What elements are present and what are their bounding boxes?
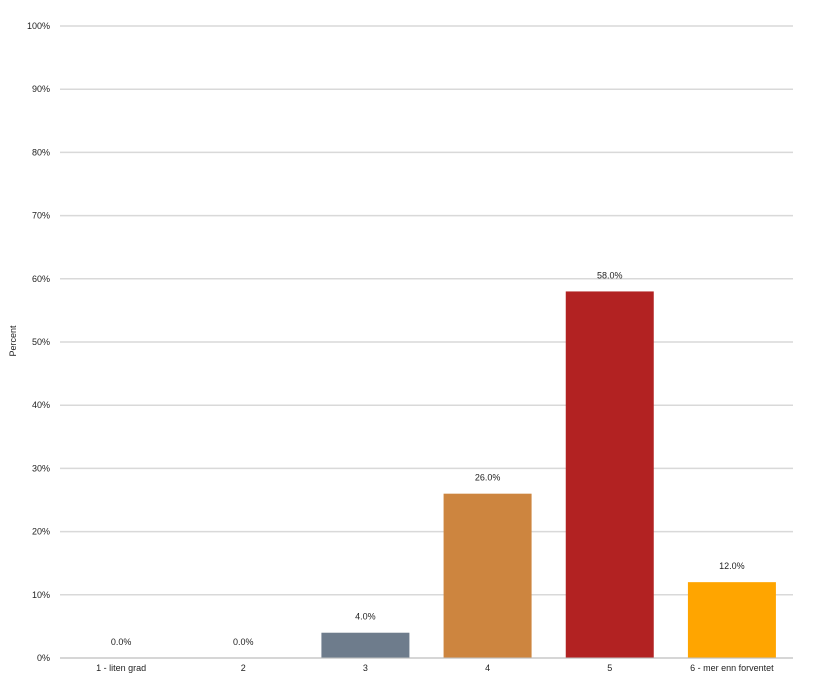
data-label: 12.0% <box>719 561 745 571</box>
data-label: 0.0% <box>111 637 132 647</box>
y-tick-label: 40% <box>32 400 50 410</box>
y-tick-label: 10% <box>32 590 50 600</box>
y-tick-label: 20% <box>32 527 50 537</box>
y-tick-label: 50% <box>32 337 50 347</box>
x-tick-label: 5 <box>607 663 612 673</box>
y-tick-label: 60% <box>32 274 50 284</box>
y-tick-label: 100% <box>27 21 50 31</box>
data-labels: 0.0% 0.0% 4.0% 26.0% 58.0% 12.0% <box>111 270 745 647</box>
data-label: 58.0% <box>597 270 623 280</box>
x-axis-ticks: 1 - liten grad 2 3 4 5 6 - mer enn forventet <box>60 657 793 673</box>
x-tick-label: 4 <box>485 663 490 673</box>
y-tick-label: 80% <box>32 147 50 157</box>
x-tick-label: 1 - liten grad <box>96 663 146 673</box>
bar <box>687 582 776 658</box>
y-tick-label: 30% <box>32 463 50 473</box>
bar <box>565 291 654 658</box>
y-tick-label: 90% <box>32 84 50 94</box>
bar <box>321 632 410 658</box>
y-tick-label: 70% <box>32 211 50 221</box>
y-axis-label: Percent <box>8 325 18 357</box>
data-label: 4.0% <box>355 612 376 622</box>
y-axis-ticks: 0% 10% 20% 30% 40% 50% 60% 70% 80% 90% 100% <box>27 21 50 663</box>
y-tick-label: 0% <box>37 653 50 663</box>
data-label: 26.0% <box>475 473 501 483</box>
x-tick-label: 2 <box>241 663 246 673</box>
bars <box>321 291 776 658</box>
x-tick-label: 6 - mer enn forventet <box>690 663 774 673</box>
x-tick-label: 3 <box>363 663 368 673</box>
data-label: 0.0% <box>233 637 254 647</box>
gridlines <box>60 25 793 659</box>
bar <box>443 493 532 658</box>
